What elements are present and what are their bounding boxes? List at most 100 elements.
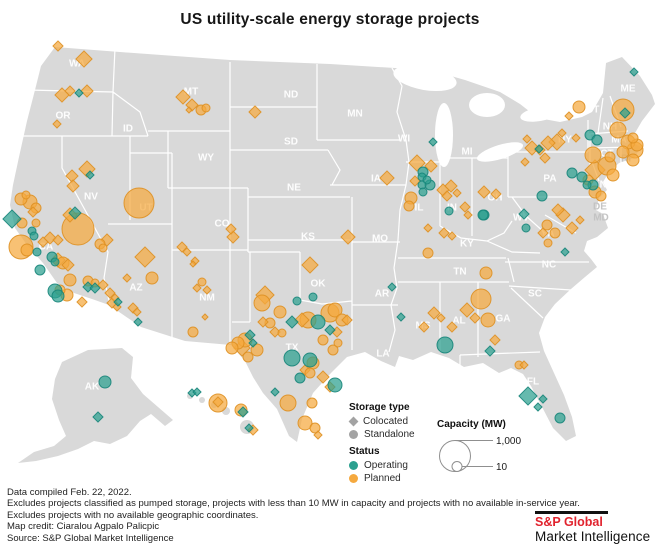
- project-marker: [269, 326, 281, 338]
- project-marker: [489, 334, 501, 346]
- project-marker: [212, 396, 224, 408]
- project-marker: [189, 260, 197, 268]
- project-marker: [61, 258, 75, 272]
- state-label-NV: NV: [84, 192, 98, 203]
- footer-exclusion-note-1: Excludes projects classified as pumped s…: [7, 498, 580, 510]
- state-label-TX: TX: [286, 343, 299, 354]
- project-marker: [591, 134, 603, 146]
- project-marker: [543, 238, 553, 248]
- state-label-LA: LA: [376, 349, 389, 360]
- project-marker: [201, 103, 211, 113]
- state-label-ND: ND: [284, 90, 298, 101]
- logo-bar: [535, 511, 608, 514]
- state-label-KY: KY: [460, 239, 474, 250]
- state-label-SD: SD: [284, 137, 298, 148]
- capacity-max-label: 1,000: [496, 436, 521, 447]
- alaska-shape: [18, 348, 173, 463]
- project-marker: [285, 315, 299, 329]
- project-marker: [438, 227, 450, 239]
- project-marker: [463, 210, 473, 220]
- sp-global-logo: S&P Global Market Intelligence: [535, 511, 659, 544]
- legend-status-header: Status: [349, 446, 380, 457]
- state-label-IL: IL: [415, 203, 424, 214]
- project-marker: [538, 394, 548, 404]
- project-marker: [444, 206, 454, 216]
- project-marker: [459, 302, 475, 318]
- project-marker: [519, 360, 529, 370]
- project-marker: [409, 175, 421, 187]
- great-lakes: [393, 64, 560, 167]
- project-marker: [310, 314, 326, 330]
- state-label-PA: PA: [543, 174, 556, 185]
- project-marker: [97, 279, 109, 291]
- legend-planned-label: Planned: [364, 473, 401, 484]
- project-marker: [270, 387, 280, 397]
- legend-storage-type: Storage type Colocated Standalone: [348, 402, 415, 442]
- project-marker: [522, 134, 532, 144]
- project-marker: [92, 411, 104, 423]
- project-marker: [277, 328, 287, 338]
- state-label-AK: AK: [85, 382, 100, 393]
- project-marker: [446, 321, 458, 333]
- project-marker: [20, 243, 34, 257]
- project-marker: [244, 423, 254, 433]
- state-label-WY: WY: [198, 153, 214, 164]
- project-marker: [51, 289, 65, 303]
- project-marker: [477, 209, 489, 221]
- project-marker: [539, 152, 551, 164]
- state-label-WI: WI: [398, 134, 410, 145]
- project-marker: [104, 287, 116, 299]
- project-marker: [297, 415, 313, 431]
- project-marker: [317, 334, 329, 346]
- project-marker: [75, 50, 93, 68]
- project-marker: [2, 209, 22, 229]
- state-label-KS: KS: [301, 232, 315, 243]
- project-marker: [626, 153, 640, 167]
- project-marker: [341, 314, 353, 326]
- project-marker: [37, 236, 49, 248]
- project-marker: [187, 326, 199, 338]
- project-marker: [134, 246, 156, 268]
- state-label-NJ: NJ: [600, 180, 613, 191]
- project-marker: [66, 179, 80, 193]
- project-marker: [595, 190, 607, 202]
- lake-huron: [469, 93, 505, 117]
- project-marker: [629, 67, 639, 77]
- project-marker: [627, 132, 639, 144]
- project-marker: [518, 386, 538, 406]
- project-marker: [469, 312, 481, 324]
- project-marker: [470, 288, 492, 310]
- project-marker: [226, 230, 240, 244]
- project-marker: [294, 312, 310, 328]
- project-marker: [113, 297, 123, 307]
- project-marker: [557, 128, 567, 138]
- capacity-min-label: 10: [496, 462, 508, 473]
- footer-map-credit: Map credit: Ciaralou Agpalo Palicpic: [7, 521, 160, 533]
- project-marker: [537, 227, 549, 239]
- state-label-NM: NM: [199, 293, 215, 304]
- logo-sp-global: S&P Global: [535, 515, 603, 529]
- project-marker: [534, 144, 544, 154]
- project-marker: [327, 377, 343, 393]
- project-marker: [418, 321, 430, 333]
- project-marker: [424, 159, 438, 173]
- lake-ontario: [520, 106, 560, 122]
- project-marker: [176, 241, 188, 253]
- project-marker: [76, 296, 88, 308]
- project-marker: [479, 266, 493, 280]
- project-marker: [571, 133, 581, 143]
- footer-exclusion-note-2: Excludes projects with no available geog…: [7, 509, 259, 521]
- project-marker: [427, 306, 441, 320]
- state-label-WV: WV: [513, 213, 529, 224]
- project-marker: [403, 200, 415, 212]
- state-label-CA: CA: [39, 242, 53, 253]
- project-marker: [244, 329, 256, 341]
- project-marker: [27, 206, 39, 218]
- legend-storage-type-header: Storage type: [349, 402, 410, 413]
- state-label-NE: NE: [287, 183, 301, 194]
- project-marker: [250, 343, 264, 357]
- project-marker: [490, 188, 502, 200]
- project-marker: [175, 89, 191, 105]
- project-marker: [540, 135, 556, 151]
- project-marker: [74, 88, 84, 98]
